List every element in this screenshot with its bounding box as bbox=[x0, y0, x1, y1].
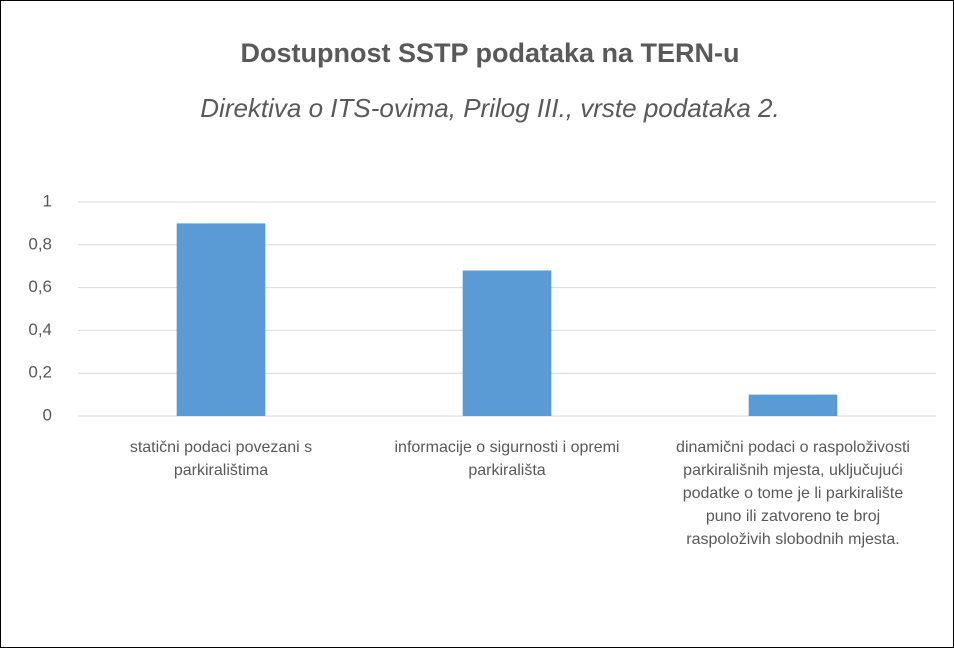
x-tick-label: informacije o sigurnosti i opremi parkir… bbox=[394, 439, 620, 479]
x-tick-label: dinamični podaci o raspoloživosti parkir… bbox=[676, 439, 910, 548]
chart-title: Dostupnost SSTP podataka na TERN-u bbox=[240, 38, 740, 68]
bar bbox=[176, 223, 266, 416]
bar bbox=[748, 394, 838, 416]
y-tick-label: 0,4 bbox=[28, 320, 52, 339]
y-tick-label: 0,2 bbox=[28, 363, 52, 382]
y-tick-label: 0,8 bbox=[28, 234, 52, 253]
y-tick-label: 0 bbox=[43, 405, 52, 424]
chart-subtitle: Direktiva o ITS-ovima, Prilog III., vrst… bbox=[200, 93, 780, 123]
bar bbox=[462, 270, 552, 416]
x-tick-label: statični podaci povezani s parkiralištim… bbox=[129, 439, 313, 479]
y-tick-label: 1 bbox=[43, 191, 52, 210]
y-tick-label: 0,6 bbox=[28, 277, 52, 296]
